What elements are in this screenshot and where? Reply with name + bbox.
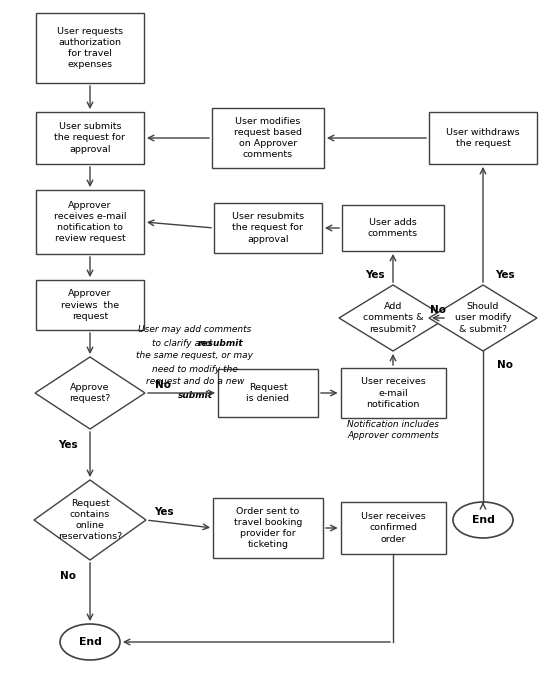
Text: End: End [79,637,101,647]
Ellipse shape [453,502,513,538]
Text: Request
contains
online
reservations?: Request contains online reservations? [58,499,122,541]
Text: Approver
receives e-mail
notification to
review request: Approver receives e-mail notification to… [54,201,126,243]
Text: submit: submit [178,391,212,400]
Text: Request
is denied: Request is denied [246,383,289,403]
Text: Add
comments &
resubmit?: Add comments & resubmit? [363,302,424,334]
Text: User may add comments: User may add comments [138,326,252,335]
Text: Notification includes
Approver comments: Notification includes Approver comments [347,420,439,440]
Text: User submits
the request for
approval: User submits the request for approval [54,122,125,153]
Text: No: No [497,360,513,370]
Polygon shape [35,357,145,429]
Text: Approve
request?: Approve request? [69,383,111,403]
Text: User withdraws
the request: User withdraws the request [446,128,520,148]
Text: Yes: Yes [495,270,515,280]
FancyBboxPatch shape [218,369,318,417]
Polygon shape [339,285,447,351]
Text: User requests
authorization
for travel
expenses: User requests authorization for travel e… [57,27,123,69]
Text: need to modify the: need to modify the [152,365,238,374]
FancyBboxPatch shape [429,112,537,164]
Text: to clarify and: to clarify and [152,339,214,347]
Text: No: No [60,571,76,581]
Text: User resubmits
the request for
approval: User resubmits the request for approval [232,212,304,244]
Polygon shape [429,285,537,351]
FancyBboxPatch shape [340,502,446,554]
Text: User modifies
request based
on Approver
comments: User modifies request based on Approver … [234,117,302,159]
Text: No: No [430,305,446,315]
Text: resubmit: resubmit [198,339,244,347]
FancyBboxPatch shape [214,203,322,253]
FancyBboxPatch shape [340,368,446,418]
Text: Yes: Yes [154,507,174,517]
FancyBboxPatch shape [212,108,324,168]
Text: the same request, or may: the same request, or may [136,351,254,360]
FancyBboxPatch shape [36,190,144,254]
Text: request and do a new: request and do a new [146,377,244,386]
FancyBboxPatch shape [36,13,144,83]
Text: Yes: Yes [58,440,78,450]
FancyBboxPatch shape [342,205,444,251]
FancyBboxPatch shape [213,498,323,558]
Text: Yes: Yes [365,270,385,280]
FancyBboxPatch shape [36,112,144,164]
FancyBboxPatch shape [36,280,144,330]
Text: User receives
e-mail
notification: User receives e-mail notification [361,377,425,409]
Text: User adds
comments: User adds comments [368,218,418,238]
Text: Should
user modify
& submit?: Should user modify & submit? [455,302,511,334]
Polygon shape [34,480,146,560]
Text: End: End [471,515,494,525]
Text: Approver
reviews  the
request: Approver reviews the request [61,289,119,321]
Text: Order sent to
travel booking
provider for
ticketing: Order sent to travel booking provider fo… [234,507,302,549]
Text: User receives
confirmed
order: User receives confirmed order [361,512,425,544]
Ellipse shape [60,624,120,660]
Text: No: No [155,380,171,390]
